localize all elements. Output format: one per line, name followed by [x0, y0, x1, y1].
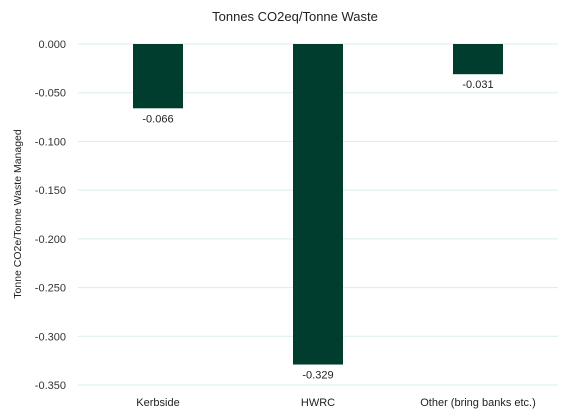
y-tick-label: -0.200	[35, 234, 66, 246]
y-axis-title: Tonne CO2e/Tonne Waste Managed	[12, 129, 24, 299]
bar	[453, 44, 503, 75]
y-tick-label: -0.050	[35, 88, 66, 100]
x-axis-categories: Kerbside HWRC Other (bring banks etc.)	[136, 397, 535, 409]
x-category-label: Kerbside	[136, 397, 179, 409]
bar	[293, 44, 343, 365]
x-category-label: HWRC	[301, 397, 335, 409]
data-labels: -0.066 -0.329 -0.031	[142, 79, 493, 381]
y-tick-label: -0.100	[35, 136, 66, 148]
data-label: -0.066	[142, 113, 173, 125]
y-tick-label: -0.300	[35, 331, 66, 343]
y-tick-label: -0.250	[35, 283, 66, 295]
bars	[133, 44, 503, 365]
y-tick-label: 0.000	[38, 39, 66, 51]
x-category-label: Other (bring banks etc.)	[420, 397, 536, 409]
y-tick-label: -0.150	[35, 185, 66, 197]
y-axis-ticks: 0.000 -0.050 -0.100 -0.150 -0.200 -0.250 -0.30…	[35, 39, 66, 392]
bar	[133, 44, 183, 109]
data-label: -0.329	[302, 370, 333, 382]
chart-title: Tonnes CO2eq/Tonne Waste	[212, 9, 378, 24]
data-label: -0.031	[462, 79, 493, 91]
y-tick-label: -0.350	[35, 380, 66, 392]
